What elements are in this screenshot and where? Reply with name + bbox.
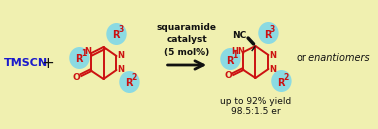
Text: R: R [226, 55, 233, 66]
Text: 3: 3 [118, 26, 123, 34]
Text: N: N [270, 50, 277, 59]
Text: or: or [296, 53, 306, 63]
Text: 1: 1 [232, 50, 237, 59]
Text: HN: HN [231, 46, 245, 55]
Circle shape [258, 22, 279, 44]
Text: R: R [125, 79, 132, 88]
Circle shape [106, 23, 127, 45]
Text: R: R [75, 54, 82, 64]
Text: TMSCN: TMSCN [4, 58, 48, 68]
Text: N: N [118, 51, 125, 61]
Text: catalyst: catalyst [167, 35, 207, 45]
Text: R: R [277, 78, 284, 87]
Circle shape [220, 48, 241, 70]
Text: NC: NC [232, 30, 247, 39]
Text: N: N [270, 64, 277, 74]
Text: 2: 2 [283, 72, 288, 82]
Circle shape [271, 70, 291, 92]
Text: (5 mol%): (5 mol%) [164, 47, 209, 57]
Circle shape [69, 47, 90, 69]
Circle shape [119, 71, 139, 93]
Text: 98.5:1.5 er: 98.5:1.5 er [231, 107, 280, 116]
Text: 3: 3 [270, 25, 275, 34]
Text: up to 92% yield: up to 92% yield [220, 96, 291, 106]
Text: 2: 2 [131, 74, 136, 83]
Text: 1: 1 [81, 50, 86, 58]
Text: N: N [84, 47, 91, 57]
Text: N: N [118, 66, 125, 75]
Text: O: O [73, 72, 81, 82]
Text: R: R [264, 30, 271, 39]
Text: O: O [225, 71, 232, 80]
Text: +: + [42, 57, 54, 71]
Text: R: R [112, 30, 119, 41]
Text: squaramide: squaramide [157, 23, 217, 33]
Text: enantiomers: enantiomers [305, 53, 370, 63]
